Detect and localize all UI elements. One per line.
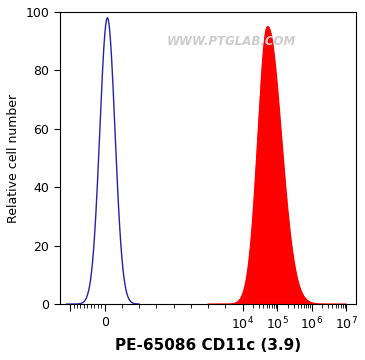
X-axis label: PE-65086 CD11c (3.9): PE-65086 CD11c (3.9)	[115, 338, 301, 353]
Y-axis label: Relative cell number: Relative cell number	[7, 94, 20, 222]
Text: WWW.PTGLAB.COM: WWW.PTGLAB.COM	[167, 35, 296, 48]
